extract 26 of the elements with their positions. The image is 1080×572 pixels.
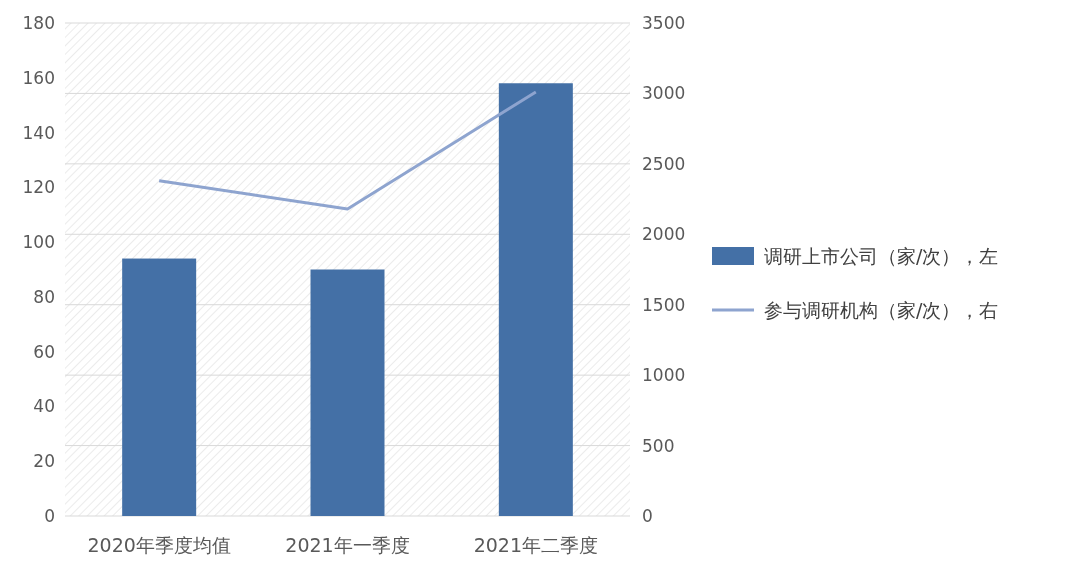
x-tick-label: 2021年一季度 xyxy=(285,534,410,556)
y-tick-label: 160 xyxy=(22,67,55,88)
bar xyxy=(310,269,385,516)
y-tick-label: 100 xyxy=(22,232,55,253)
y-tick-label: 80 xyxy=(33,286,55,307)
bar xyxy=(122,258,197,516)
y2-tick-label: 500 xyxy=(642,435,675,456)
y-tick-label: 60 xyxy=(33,341,55,362)
y2-tick-label: 0 xyxy=(642,506,653,526)
y-tick-label: 120 xyxy=(22,177,55,198)
y2-tick-label: 2000 xyxy=(642,224,686,245)
y2-tick-label: 2500 xyxy=(642,153,686,174)
y2-tick-label: 1000 xyxy=(642,365,686,386)
y-tick-label: 40 xyxy=(33,396,55,417)
bar xyxy=(498,83,573,516)
y-tick-label: 20 xyxy=(33,451,55,472)
y2-tick-label: 1500 xyxy=(642,294,686,315)
x-tick-label: 2021年二季度 xyxy=(473,534,599,556)
y-tick-label: 0 xyxy=(44,506,55,526)
y2-tick-label: 3500 xyxy=(642,13,686,33)
x-tick-label: 2020年季度均值 xyxy=(87,534,231,556)
legend-label: 参与调研机构（家/次），右 xyxy=(764,299,999,321)
y-tick-label: 180 xyxy=(22,13,55,33)
y-tick-label: 140 xyxy=(22,122,55,143)
legend-label: 调研上市公司（家/次），左 xyxy=(764,245,999,267)
y2-tick-label: 3000 xyxy=(642,83,686,104)
